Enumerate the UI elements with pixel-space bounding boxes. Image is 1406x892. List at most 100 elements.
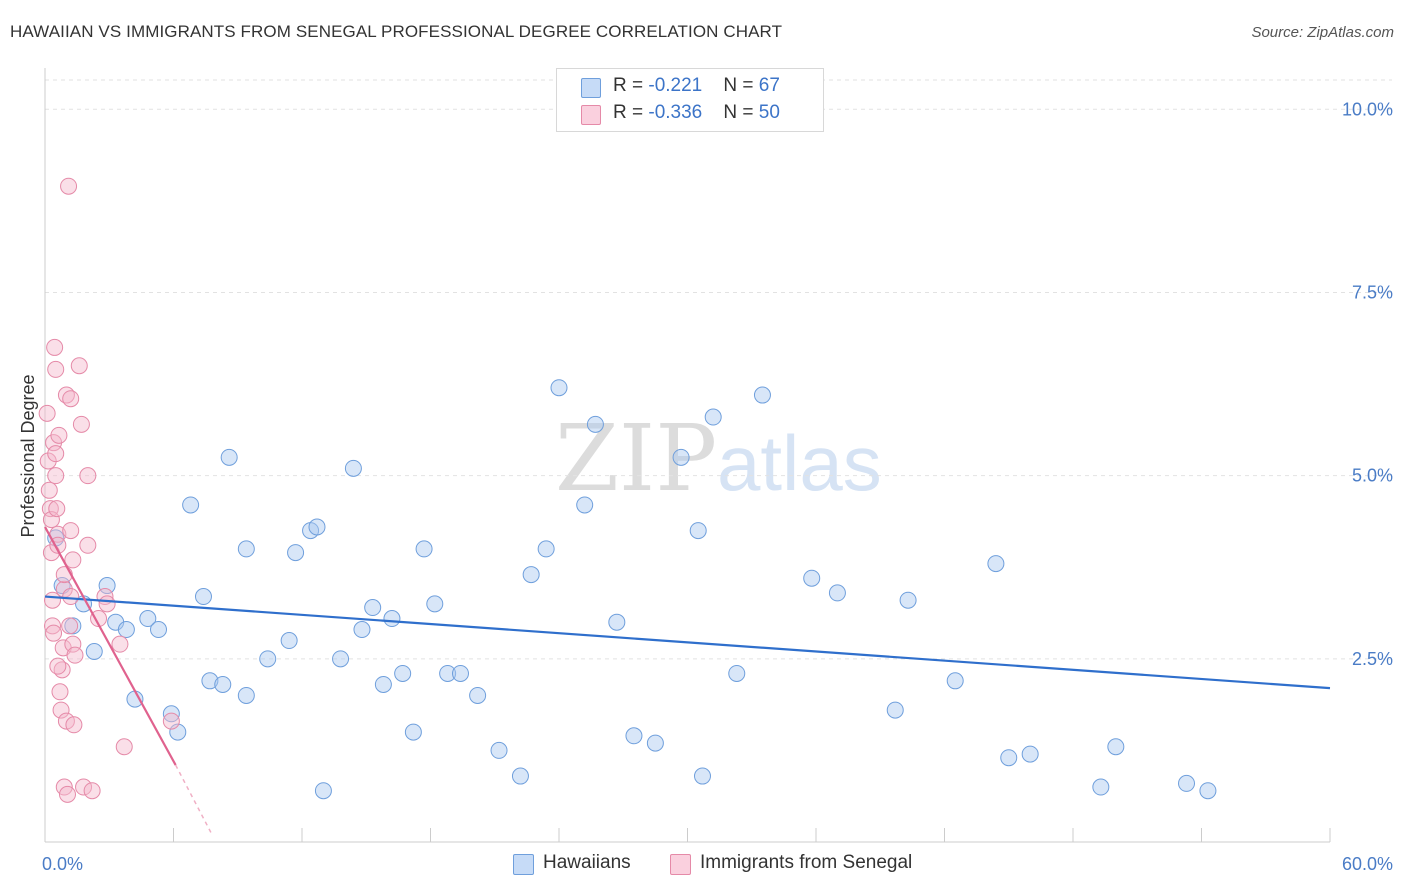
senegal-point — [62, 522, 80, 540]
legend-swatch-hawaiians — [581, 78, 601, 98]
y-tick-label: 10.0% — [1342, 99, 1393, 119]
legend-n-value: 50 — [758, 102, 780, 123]
legend-r-value: -0.221 — [648, 75, 703, 96]
hawaiians-point — [646, 734, 664, 752]
hawaiians-point — [803, 569, 821, 587]
hawaiians-point — [394, 664, 412, 682]
hawaiians-point — [194, 588, 212, 606]
senegal-point — [162, 712, 180, 730]
chart-title: HAWAIIAN VS IMMIGRANTS FROM SENEGAL PROF… — [10, 22, 783, 41]
hawaiians-point — [150, 621, 168, 639]
hawaiians-point — [490, 741, 508, 759]
senegal-point — [115, 738, 133, 756]
hawaiians-point — [308, 518, 326, 536]
hawaiians-point — [537, 540, 555, 558]
legend-n-label: N = — [723, 75, 759, 96]
x-tick-label: 60.0% — [1342, 854, 1393, 874]
senegal-point — [79, 467, 97, 485]
y-axis-label: Professional Degree — [18, 374, 38, 537]
senegal-point — [83, 782, 101, 800]
hawaiians-point — [201, 672, 219, 690]
senegal-point — [65, 716, 83, 734]
senegal-point — [47, 467, 65, 485]
hawaiians-point — [586, 415, 604, 433]
hawaiians-point — [625, 727, 643, 745]
hawaiians-point — [704, 408, 722, 426]
gridlines — [45, 79, 1392, 660]
hawaiians-point — [728, 664, 746, 682]
hawaiians-point — [98, 577, 116, 595]
hawaiians-point — [344, 459, 362, 477]
watermark-atlas: atlas — [717, 419, 882, 507]
senegal-point — [72, 415, 90, 433]
hawaiians-point — [404, 723, 422, 741]
hawaiians-point — [1199, 782, 1217, 800]
hawaiians-point — [353, 621, 371, 639]
stats-legend: R = -0.221 N = 67 R = -0.336 N = 50 — [556, 68, 824, 132]
senegal-point — [111, 635, 129, 653]
hawaiians-point — [220, 448, 238, 466]
hawaiians-point — [1000, 749, 1018, 767]
hawaiians-point — [364, 599, 382, 617]
axes — [44, 68, 1331, 843]
hawaiians-point — [899, 591, 917, 609]
legend-n-value: 67 — [758, 75, 780, 96]
legend-label-senegal: Immigrants from Senegal — [700, 852, 913, 873]
senegal-point — [61, 617, 79, 635]
legend-swatch-hawaiians — [513, 854, 534, 875]
senegal-point — [98, 595, 116, 613]
legend-swatch-senegal — [670, 854, 691, 875]
legend-r-label: R = — [613, 102, 649, 123]
trend-line-hawaiians — [44, 595, 1331, 690]
hawaiians-point — [259, 650, 277, 668]
hawaiians-point — [689, 522, 707, 540]
hawaiians-point — [693, 767, 711, 785]
senegal-point — [49, 657, 67, 675]
hawaiians-point — [1107, 738, 1125, 756]
senegal-point — [60, 177, 78, 195]
trend-lines — [44, 526, 1331, 836]
watermark-zip: ZIP — [555, 405, 717, 512]
series-hawaiians — [47, 379, 1217, 800]
hawaiians-point — [886, 701, 904, 719]
hawaiians-point — [469, 686, 487, 704]
hawaiians-point — [169, 723, 187, 741]
hawaiians-point — [162, 705, 180, 723]
y-tick-label: 5.0% — [1352, 466, 1393, 486]
legend-r-label: R = — [613, 75, 649, 96]
hawaiians-point — [415, 540, 433, 558]
senegal-point — [47, 360, 65, 378]
trend-line-senegal — [44, 526, 177, 766]
hawaiians-point — [383, 610, 401, 628]
legend-r-value: -0.336 — [648, 102, 703, 123]
senegal-point — [43, 617, 61, 635]
hawaiians-point — [237, 540, 255, 558]
hawaiians-point — [182, 496, 200, 514]
hawaiians-point — [1021, 745, 1039, 763]
series-senegal — [38, 177, 180, 803]
senegal-point — [79, 536, 97, 554]
hawaiians-point — [374, 675, 392, 693]
series-legend: Hawaiians Immigrants from Senegal — [0, 852, 1406, 878]
senegal-point — [40, 481, 58, 499]
hawaiians-point — [214, 675, 232, 693]
hawaiians-point — [511, 767, 529, 785]
tick-labels: 2.5% 5.0% 7.5% 10.0% 0.0% 60.0% — [42, 99, 1393, 874]
senegal-point — [48, 500, 66, 518]
hawaiians-point — [576, 496, 594, 514]
senegal-point — [64, 635, 82, 653]
senegal-point — [58, 785, 76, 803]
hawaiians-point — [753, 386, 771, 404]
senegal-point — [46, 338, 64, 356]
senegal-point — [51, 683, 69, 701]
senegal-point — [64, 551, 82, 569]
hawaiians-point — [451, 664, 469, 682]
hawaiians-point — [314, 782, 332, 800]
source-label: Source: ZipAtlas.com — [1251, 24, 1394, 41]
x-tick-label: 0.0% — [42, 854, 83, 874]
senegal-point — [42, 511, 60, 529]
senegal-point — [38, 404, 56, 422]
hawaiians-point — [1092, 778, 1110, 796]
y-tick-label: 2.5% — [1352, 649, 1393, 669]
